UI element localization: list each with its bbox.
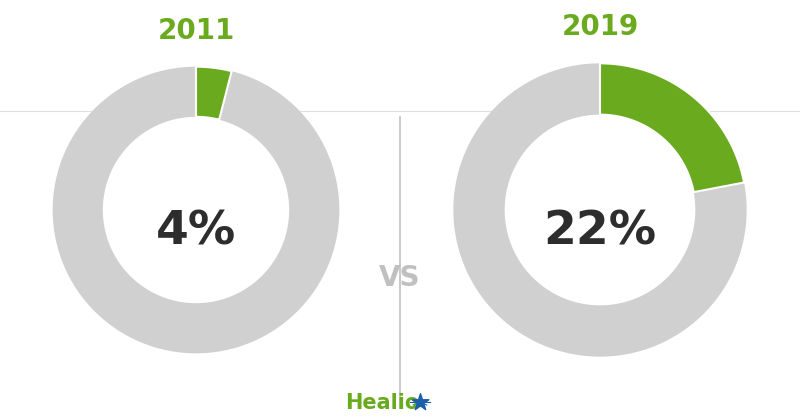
- Text: 2011: 2011: [158, 17, 234, 45]
- Text: Share of rheumatologists practicing in facilities: Share of rheumatologists practicing in f…: [128, 29, 672, 48]
- Text: VS: VS: [379, 264, 421, 292]
- Text: 4%: 4%: [156, 209, 236, 254]
- Text: 22%: 22%: [543, 210, 657, 255]
- Text: Healio: Healio: [346, 393, 419, 413]
- Polygon shape: [600, 63, 744, 192]
- Polygon shape: [454, 63, 746, 357]
- Polygon shape: [196, 67, 232, 120]
- Polygon shape: [53, 67, 339, 353]
- Text: with specialty-relevant in-house pharmacies:: with specialty-relevant in-house pharmac…: [142, 77, 658, 96]
- Text: 2019: 2019: [562, 13, 638, 41]
- Point: [414, 399, 426, 406]
